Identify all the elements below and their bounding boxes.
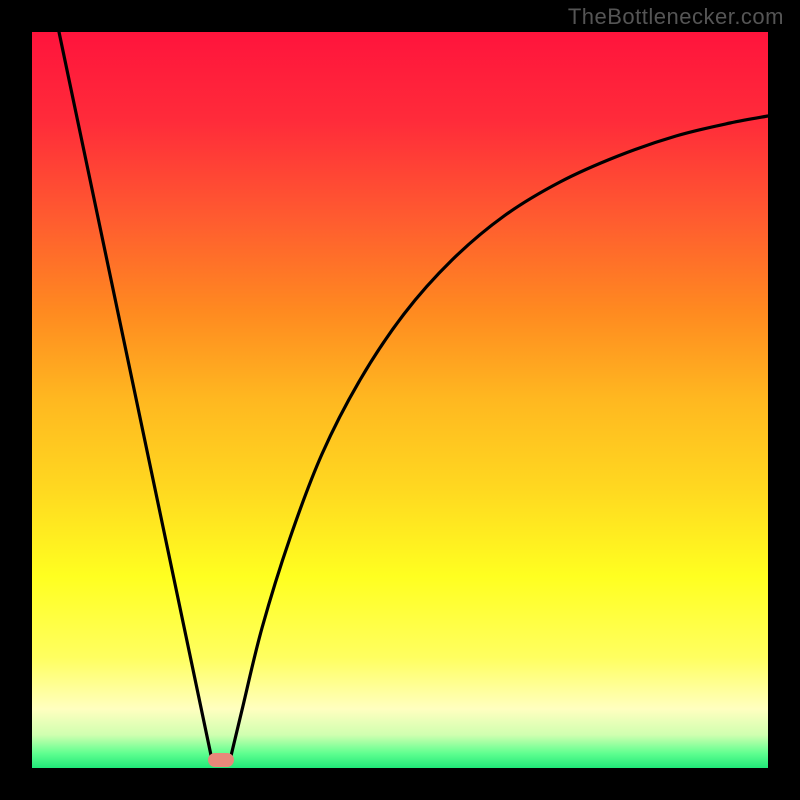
optimal-marker xyxy=(208,753,234,767)
watermark-text: TheBottlenecker.com xyxy=(568,4,784,30)
bottleneck-chart xyxy=(0,0,800,800)
